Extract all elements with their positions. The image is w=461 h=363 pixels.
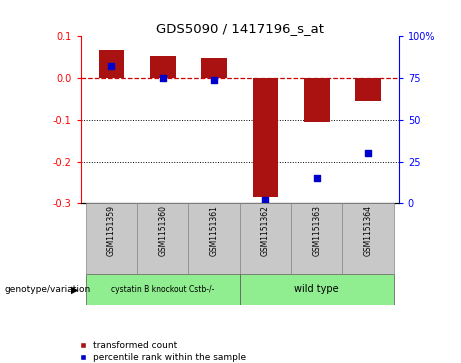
Bar (240, 203, 291, 274)
Bar (150, 56, 176, 78)
Bar (201, 58, 227, 78)
Bar (304, 78, 330, 122)
Text: GSM1151362: GSM1151362 (261, 205, 270, 256)
Point (313, 175, 320, 181)
Bar (189, 203, 240, 274)
Title: GDS5090 / 1417196_s_at: GDS5090 / 1417196_s_at (156, 22, 324, 35)
Point (262, 197, 269, 203)
Bar (253, 78, 278, 197)
Point (210, 77, 218, 83)
Point (364, 150, 372, 156)
Bar (291, 203, 343, 274)
Text: GSM1151360: GSM1151360 (158, 205, 167, 256)
Bar (86, 274, 240, 305)
Text: GSM1151364: GSM1151364 (363, 205, 372, 256)
Point (108, 64, 115, 69)
Text: GSM1151363: GSM1151363 (312, 205, 321, 256)
Bar (240, 274, 394, 305)
Bar (137, 203, 189, 274)
Bar (86, 203, 137, 274)
Text: cystatin B knockout Cstb-/-: cystatin B knockout Cstb-/- (111, 285, 214, 294)
Text: GSM1151359: GSM1151359 (107, 205, 116, 256)
Text: ▶: ▶ (71, 285, 79, 294)
Text: GSM1151361: GSM1151361 (210, 205, 219, 256)
Bar (99, 50, 124, 78)
Text: genotype/variation: genotype/variation (5, 285, 91, 294)
Legend: transformed count, percentile rank within the sample: transformed count, percentile rank withi… (81, 342, 246, 362)
Bar (343, 203, 394, 274)
Point (159, 75, 166, 81)
Text: wild type: wild type (295, 285, 339, 294)
Bar (355, 78, 381, 101)
